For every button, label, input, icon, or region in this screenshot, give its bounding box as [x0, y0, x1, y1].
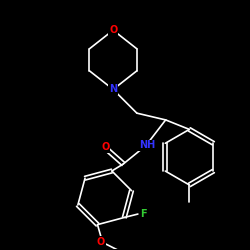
Text: O: O [109, 25, 117, 35]
Text: NH: NH [139, 140, 155, 150]
Text: O: O [101, 142, 110, 152]
Text: F: F [140, 209, 146, 219]
Text: O: O [97, 236, 105, 246]
Text: N: N [109, 84, 117, 94]
